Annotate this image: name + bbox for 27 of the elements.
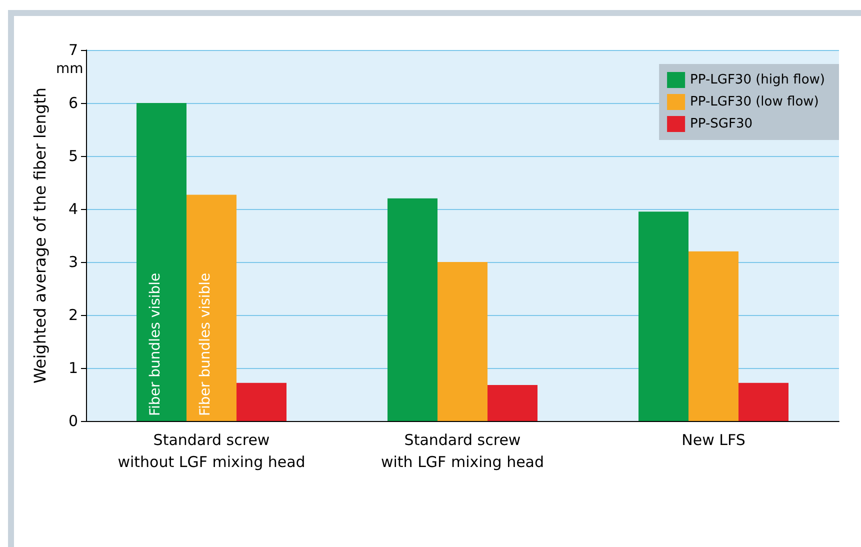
bar xyxy=(236,382,286,421)
bar xyxy=(186,194,236,421)
bar xyxy=(738,382,788,421)
y-tick-label: 0 xyxy=(68,412,78,430)
annotation: Fiber bundles visible xyxy=(148,272,164,416)
y-tick-label: 5 xyxy=(68,147,78,165)
y-tick-label: 1 xyxy=(68,359,78,377)
bar xyxy=(638,212,688,421)
legend-label: PP-LGF30 (low flow) xyxy=(690,94,819,110)
bar xyxy=(688,251,738,421)
bar xyxy=(488,384,538,421)
y-tick-label: 4 xyxy=(68,200,78,218)
x-tick-label: New LFS xyxy=(682,431,746,449)
legend-label: PP-SGF30 xyxy=(690,116,752,132)
y-tick-label: 6 xyxy=(68,94,78,112)
x-tick-label: Standard screw without LGF mixing head xyxy=(118,431,306,471)
y-axis-title: Weighted average of the fiber length xyxy=(30,87,50,384)
text: mm xyxy=(56,61,84,77)
bar xyxy=(438,262,488,421)
annotation: Fiber bundles visible xyxy=(198,272,214,416)
bar xyxy=(136,103,186,421)
bar xyxy=(388,198,438,421)
legend-label: PP-LGF30 (high flow) xyxy=(690,72,826,88)
y-tick-label: 2 xyxy=(68,306,78,324)
x-tick-label: Standard screw with LGF mixing head xyxy=(380,431,544,471)
y-tick-label: 7 xyxy=(68,41,78,59)
y-tick-label: 3 xyxy=(68,253,78,271)
